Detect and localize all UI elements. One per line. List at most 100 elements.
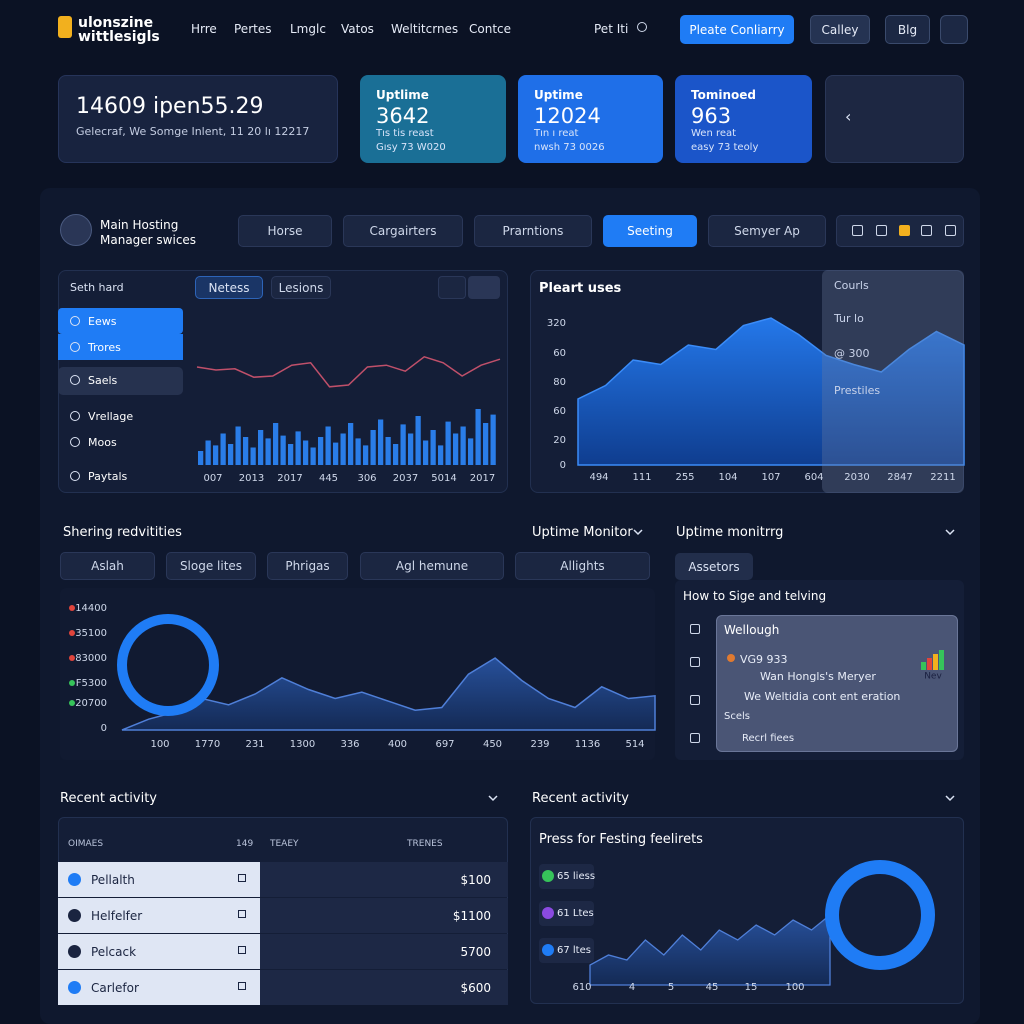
panel-heading: Seth hard <box>70 281 124 294</box>
toolbar-icon[interactable] <box>921 225 932 236</box>
x-tick-label: 1770 <box>195 739 220 750</box>
overlay-label: @ 300 <box>834 347 870 360</box>
toolbar-icon[interactable] <box>876 225 887 236</box>
tab[interactable]: Semyer Ap <box>708 215 826 247</box>
stat-title: Uptime <box>534 88 583 102</box>
icon-button[interactable] <box>438 276 466 299</box>
edit-icon[interactable] <box>238 874 246 882</box>
icon-button[interactable] <box>940 15 968 44</box>
stat-line: easy 73 teoly <box>691 142 759 153</box>
chip[interactable]: Lesions <box>271 276 331 299</box>
chip[interactable]: Allights <box>515 552 650 580</box>
stat-card <box>360 75 506 163</box>
bar <box>468 438 474 465</box>
x-tick-label: 2847 <box>887 472 912 483</box>
legend-dot <box>542 907 554 919</box>
x-tick-label: 445 <box>319 473 338 484</box>
chevron[interactable] <box>488 795 498 802</box>
panel-heading: How to Sige and telving <box>683 589 827 603</box>
chevron[interactable] <box>633 529 643 536</box>
legend-label: 67 ltes <box>557 945 591 956</box>
row-name: Carlefor <box>91 981 139 995</box>
bar <box>228 444 234 465</box>
stat-card <box>518 75 663 163</box>
tab[interactable]: Cargairters <box>343 215 463 247</box>
section-title: Shering redvitities <box>63 525 182 540</box>
tab[interactable]: Horse <box>238 215 332 247</box>
side-icon <box>690 733 700 743</box>
table-cell <box>58 862 260 897</box>
x-tick-label: 2013 <box>239 473 264 484</box>
menu-icon <box>70 437 80 447</box>
stat-card <box>58 75 338 163</box>
toolbar-icon[interactable] <box>899 225 910 236</box>
nav-link: Hrre <box>191 22 217 36</box>
row-icon <box>68 909 81 922</box>
tab[interactable]: Seeting <box>603 215 697 247</box>
badge-bar <box>921 662 926 670</box>
nav-button[interactable]: Calley <box>810 15 870 44</box>
chip[interactable]: Agl hemune <box>360 552 504 580</box>
bar <box>243 437 249 465</box>
toolbar-icon[interactable] <box>852 225 863 236</box>
stat-card <box>675 75 812 163</box>
logo-text: wittlesigls <box>78 29 160 45</box>
x-tick-label: 1136 <box>575 739 600 750</box>
edit-icon[interactable] <box>238 982 246 990</box>
overlay-label: Tur lo <box>833 312 864 325</box>
chip[interactable]: Sloge lites <box>166 552 256 580</box>
search-icon[interactable] <box>637 22 647 32</box>
tab[interactable]: Assetors <box>675 553 753 580</box>
card-line: We Weltidia cont ent eration <box>744 690 901 703</box>
legend-dot <box>69 700 75 706</box>
chevron[interactable] <box>945 529 955 536</box>
bar <box>198 451 204 465</box>
menu-icon <box>70 375 80 385</box>
x-tick-label: 514 <box>625 739 644 750</box>
chart-subtitle: Press for Festing feelirets <box>539 832 703 847</box>
nav-link: Pertes <box>234 22 272 36</box>
chevron[interactable] <box>945 795 955 802</box>
bar <box>310 447 316 465</box>
bar <box>355 438 361 465</box>
nav-button[interactable]: Blg <box>885 15 930 44</box>
bar <box>348 423 354 465</box>
side-icon <box>690 657 700 667</box>
menu-label: Saels <box>88 374 118 387</box>
bar <box>318 437 324 465</box>
legend-label: 61 Ltes <box>557 908 594 919</box>
row-amount: $1100 <box>452 909 491 923</box>
row-amount: $600 <box>460 981 491 995</box>
y-tick-label: 60 <box>553 406 566 417</box>
nav-link: Weltitcrnes <box>391 22 459 36</box>
chip[interactable]: Aslah <box>60 552 155 580</box>
row-name: Helfelfer <box>91 909 143 923</box>
badge-bar <box>927 658 932 670</box>
bar <box>250 447 256 465</box>
icon-button[interactable] <box>468 276 500 299</box>
bar <box>378 419 384 465</box>
info-card <box>716 615 958 752</box>
bar <box>265 438 271 465</box>
primary-button[interactable]: Pleate Conliarry <box>680 15 794 44</box>
toolbar-icon[interactable] <box>945 225 956 236</box>
menu-icon <box>70 342 80 352</box>
bar <box>408 433 414 465</box>
row-icon <box>68 873 81 886</box>
row-amount: $100 <box>460 873 491 887</box>
chip[interactable]: Phrigas <box>267 552 348 580</box>
bar <box>445 421 451 465</box>
edit-icon[interactable] <box>238 910 246 918</box>
chip[interactable]: Netess <box>195 276 263 299</box>
y-tick-label: 83000 <box>75 653 107 664</box>
bar <box>370 430 376 465</box>
y-tick-label: 35100 <box>75 628 107 639</box>
tab[interactable]: Prarntions <box>474 215 592 247</box>
bar <box>415 416 421 465</box>
y-tick-label: 60 <box>553 348 566 359</box>
x-tick-label: 610 <box>572 982 591 993</box>
bar <box>258 430 264 465</box>
edit-icon[interactable] <box>238 946 246 954</box>
